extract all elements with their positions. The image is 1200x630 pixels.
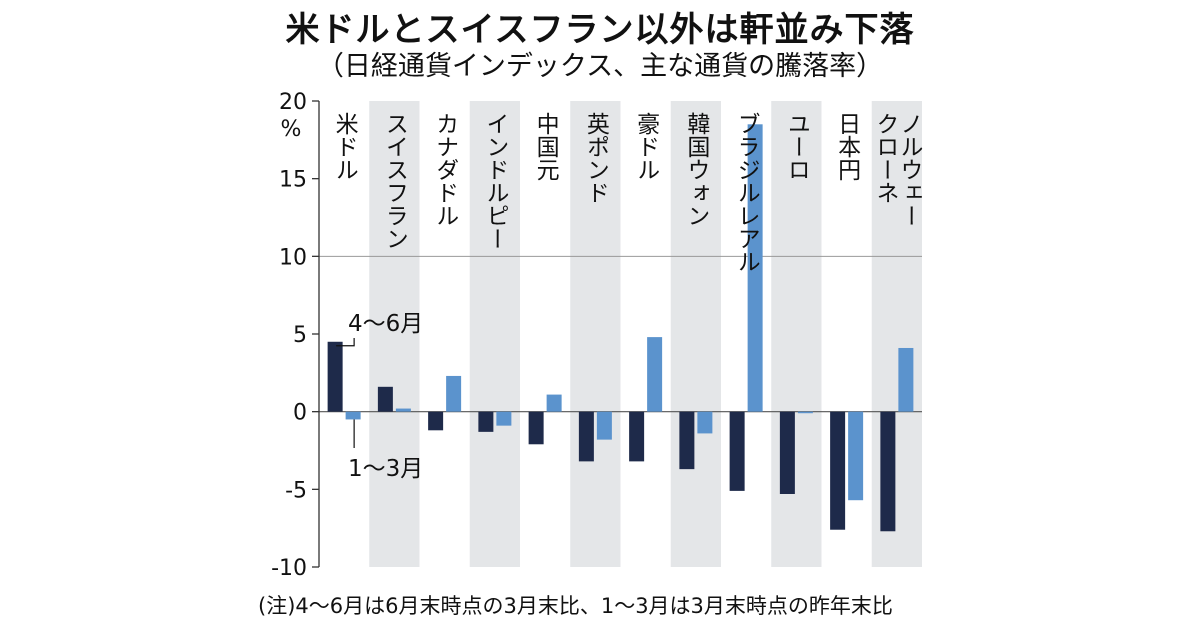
chart-title: 米ドルとスイスフラン以外は軒並み下落: [285, 10, 915, 50]
category-band: [469, 101, 520, 567]
category-band: [670, 101, 721, 567]
chart-subtitle: （日経通貨インデックス、主な通貨の騰落率）: [316, 51, 884, 82]
bar-apr-jun: [528, 411, 544, 445]
bar-apr-jun: [629, 411, 645, 462]
bar-jan-mar: [747, 124, 763, 412]
y-tick-label: -5: [285, 478, 307, 503]
y-tick-label: 10: [279, 245, 307, 270]
bar-jan-mar: [546, 394, 562, 412]
bar-apr-jun: [327, 341, 343, 412]
annotation-apr-jun: 4〜6月: [348, 311, 423, 337]
bar-jan-mar: [697, 411, 713, 434]
category-labels: 米ドル スイスフラン カナダドル インドルピー 中国元 英ポンド 豪ドル 韓国ウォン ブラジルレ…: [331, 112, 922, 273]
grid-lines: [319, 255, 922, 413]
bar-jan-mar: [647, 337, 663, 412]
bar-jan-mar: [496, 411, 512, 426]
category-label: ユーロ: [783, 112, 809, 181]
category-label: スイスフラン: [381, 112, 407, 250]
bar-apr-jun: [880, 411, 896, 532]
bar-apr-jun: [729, 411, 745, 491]
bar-apr-jun: [679, 411, 695, 470]
bar-jan-mar: [797, 411, 813, 414]
bar-jan-mar: [446, 375, 462, 412]
bar-jan-mar: [898, 347, 914, 412]
category-label: ノルウェー: [896, 112, 922, 227]
y-tick-label: 20: [279, 90, 307, 115]
bar-apr-jun: [377, 386, 393, 412]
bar-jan-mar: [395, 408, 411, 412]
category-band: [871, 101, 922, 567]
category-label: インドルピー: [482, 112, 508, 250]
bar-apr-jun: [830, 411, 846, 530]
category-label: 米ドル: [331, 112, 359, 181]
footnote: (注)4〜6月は6月末時点の3月末比、1〜3月は3月末時点の昨年末比: [258, 594, 893, 618]
y-unit-label: %: [281, 117, 302, 142]
annotation-jan-mar: 1〜3月: [348, 456, 423, 482]
category-band: [570, 101, 621, 567]
bar-jan-mar: [848, 411, 864, 501]
y-tick-label: 0: [293, 401, 307, 426]
bar-jan-mar: [345, 411, 361, 420]
bar-apr-jun: [779, 411, 795, 494]
y-tick-label: 15: [279, 168, 307, 193]
category-label: ブラジルレアル: [733, 112, 759, 273]
category-band: [369, 101, 420, 567]
category-label: 中国元: [532, 112, 559, 181]
y-tick-label: 5: [293, 323, 307, 348]
category-bands: [369, 101, 922, 567]
y-axis: 20 15 10 5 0 -5 -10%: [271, 90, 320, 581]
category-label: 日本円: [834, 112, 862, 181]
bars: [327, 124, 914, 532]
bar-apr-jun: [478, 411, 494, 432]
category-label: 豪ドル: [633, 112, 660, 181]
bar-apr-jun: [428, 411, 444, 431]
bar-jan-mar: [596, 411, 612, 440]
category-label: 英ポンド: [582, 112, 610, 204]
leader-line-apr-jun: [336, 338, 355, 347]
category-label: 韓国ウォン: [683, 112, 711, 227]
y-tick-label: -10: [271, 556, 307, 581]
bar-apr-jun: [578, 411, 594, 462]
category-band: [771, 101, 822, 567]
category-label: カナダドル: [432, 112, 459, 227]
series-annotations: 4〜6月 1〜3月: [336, 311, 423, 482]
category-label: クローネ: [872, 112, 898, 204]
